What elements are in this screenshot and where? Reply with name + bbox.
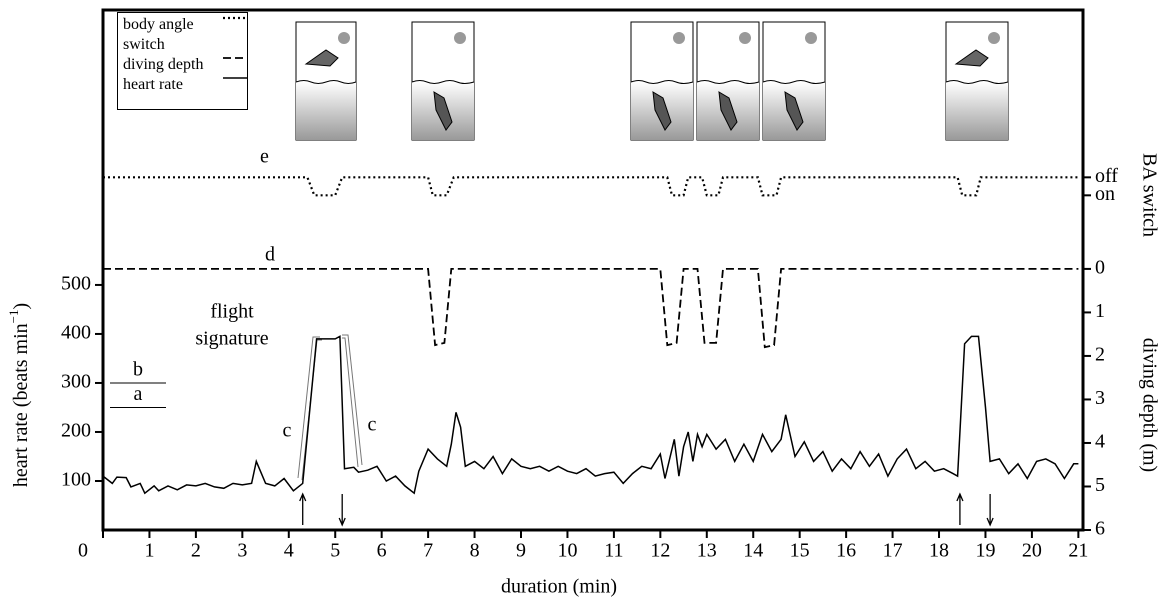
- y-axis-label-sup: −1: [6, 310, 21, 324]
- x-tick-label: 19: [975, 540, 995, 562]
- y-tick-label: 200: [61, 420, 91, 442]
- annotation: d: [265, 244, 275, 266]
- y2-tick-label: 4: [1095, 431, 1105, 453]
- x-tick-label: 2: [191, 540, 201, 562]
- x-tick-label: 12: [650, 540, 670, 562]
- y-tick-label: 100: [61, 469, 91, 491]
- y-tick-label: 300: [61, 371, 91, 393]
- legend-label: heart rate: [123, 76, 183, 93]
- x-tick-label: 18: [929, 540, 949, 562]
- x-tick-label: 15: [790, 540, 810, 562]
- up-arrow: [956, 492, 964, 525]
- series-line: [103, 268, 1079, 349]
- y2-tick-label: 3: [1095, 387, 1105, 409]
- x-tick-label: 6: [377, 540, 387, 562]
- annotation: c: [283, 420, 292, 442]
- x-tick-label: 8: [470, 540, 480, 562]
- x-tick-label: 21: [1068, 540, 1088, 562]
- legend-label: body angle switch: [123, 16, 194, 53]
- series-line: [102, 335, 1079, 495]
- y3-tick-label: off: [1095, 165, 1118, 187]
- y3-axis-label: BA switch: [1138, 153, 1160, 237]
- x-tick-label: 20: [1022, 540, 1042, 562]
- legend-item: diving depth: [123, 55, 247, 75]
- legend-label: diving depth: [123, 56, 204, 73]
- y-tick-label: 400: [61, 322, 91, 344]
- y2-tick-label: 1: [1095, 300, 1105, 322]
- down-arrow: [338, 494, 346, 527]
- x-tick-label: 4: [284, 540, 294, 562]
- y-axis-label: heart rate (beats min−1): [6, 303, 32, 487]
- illustrations: [295, 21, 1009, 141]
- legend-swatch: [223, 77, 247, 79]
- x-tick-label: 14: [743, 540, 763, 562]
- plot-frame: [101, 8, 1085, 532]
- y2-tick-label: 2: [1095, 344, 1105, 366]
- x-axis-label: duration (min): [501, 576, 617, 598]
- y3-tick-label: on: [1095, 183, 1115, 205]
- down-arrow: [986, 494, 994, 527]
- legend-item: heart rate: [123, 75, 247, 95]
- x-tick-label: 11: [604, 540, 623, 562]
- y-axis-label-part: ): [10, 303, 32, 310]
- x-tick-label: 16: [836, 540, 856, 562]
- x-tick-label: 9: [516, 540, 526, 562]
- x-tick-label: 10: [557, 540, 577, 562]
- x-tick-label: 7: [423, 540, 433, 562]
- threshold-label: b: [133, 359, 143, 381]
- x-tick-label: 0: [78, 540, 88, 562]
- x-tick-label: 3: [237, 540, 247, 562]
- annotation: e: [260, 146, 269, 168]
- annotation: signature: [195, 328, 268, 350]
- flight-brackets: [297, 334, 363, 481]
- y2-tick-label: 0: [1095, 257, 1105, 279]
- y-axis-label-part: heart rate (beats min: [10, 323, 32, 487]
- x-tick-label: 1: [144, 540, 154, 562]
- annotation: flight: [210, 301, 254, 323]
- x-tick-label: 17: [883, 540, 903, 562]
- legend: body angle switch diving depth heart rate: [117, 12, 248, 110]
- legend-swatch: [223, 16, 247, 20]
- y2-axis-label: diving depth (m): [1138, 338, 1160, 472]
- annotation: c: [368, 414, 377, 436]
- threshold-label: a: [134, 383, 143, 405]
- y2-tick-label: 5: [1095, 474, 1105, 496]
- y2-tick-label: 6: [1095, 518, 1105, 540]
- x-tick-label: 13: [697, 540, 717, 562]
- up-arrow: [299, 492, 307, 525]
- x-tick-label: 5: [330, 540, 340, 562]
- series-line: [103, 176, 1079, 197]
- legend-swatch: [223, 57, 247, 59]
- legend-item: body angle switch: [123, 15, 247, 55]
- y-tick-label: 500: [61, 273, 91, 295]
